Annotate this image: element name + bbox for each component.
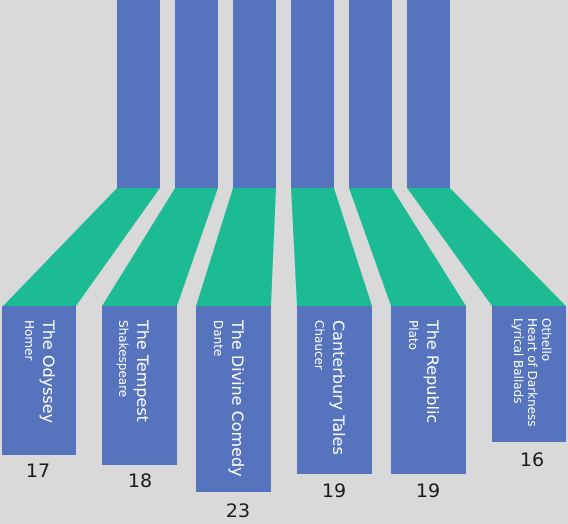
card-author: Dante xyxy=(211,320,225,356)
top-bar-2 xyxy=(175,0,218,188)
top-bar-6 xyxy=(407,0,450,188)
card-tempest xyxy=(102,306,177,465)
connector-4 xyxy=(291,188,372,306)
card-title: The Tempest xyxy=(133,319,152,422)
card-divine-comedy xyxy=(196,306,271,492)
card-author: Plato xyxy=(406,320,420,350)
connector-2 xyxy=(102,188,218,306)
connector-6 xyxy=(407,188,566,306)
top-bar-4 xyxy=(291,0,334,188)
connector-3 xyxy=(196,188,276,306)
connector-1 xyxy=(3,188,160,306)
card-republic xyxy=(391,306,466,474)
card-line: Othello xyxy=(539,318,553,361)
card-canterbury xyxy=(297,306,372,474)
card-count: 16 xyxy=(520,449,544,471)
card-line: Heart of Darkness xyxy=(525,318,539,427)
card-author: Homer xyxy=(22,320,36,360)
card-odyssey xyxy=(2,306,76,455)
top-bar-3 xyxy=(233,0,276,188)
card-count: 17 xyxy=(26,460,50,482)
card-title: The Odyssey xyxy=(39,319,58,423)
card-count: 19 xyxy=(322,480,346,502)
top-bar-5 xyxy=(349,0,392,188)
connector-5 xyxy=(349,188,466,306)
card-author: Chaucer xyxy=(312,320,326,370)
card-count: 18 xyxy=(128,470,152,492)
card-title: Canterbury Tales xyxy=(329,320,348,455)
card-author: Shakespeare xyxy=(116,320,130,397)
card-title: The Republic xyxy=(423,319,442,423)
card-count: 19 xyxy=(416,480,440,502)
card-count: 23 xyxy=(226,500,250,522)
top-bar-1 xyxy=(117,0,160,188)
card-othello-group xyxy=(492,306,566,442)
card-line: Lyrical Ballads xyxy=(511,318,525,404)
card-title: The Divine Comedy xyxy=(228,319,247,477)
